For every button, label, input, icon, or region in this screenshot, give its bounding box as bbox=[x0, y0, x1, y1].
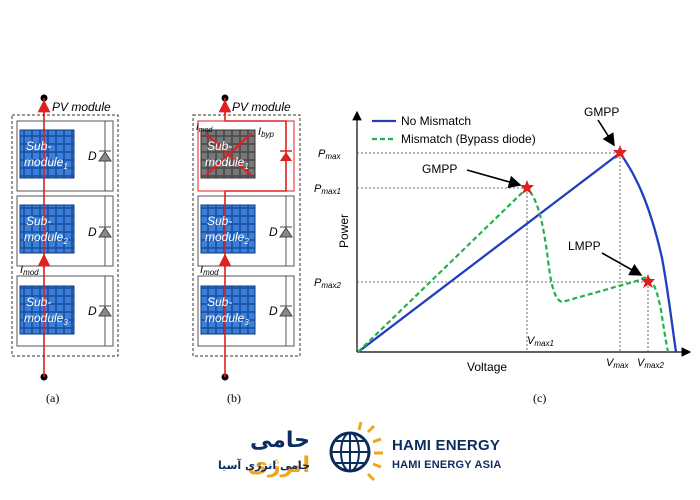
submodule-3-line1: Sub- bbox=[207, 295, 232, 309]
y-tick-pmax2: P bbox=[314, 277, 322, 289]
submodule-2-line1: Sub- bbox=[207, 214, 232, 228]
pv-module-frame bbox=[192, 114, 301, 357]
submodule-3-sub: 3 bbox=[63, 318, 68, 327]
submodule-2-line2: module bbox=[24, 230, 64, 244]
no-mismatch-curve bbox=[357, 151, 678, 353]
submodule-box-2 bbox=[16, 195, 114, 267]
solar-panel-icon bbox=[200, 204, 256, 254]
gmpp-marker bbox=[613, 145, 627, 159]
submodule-3-sub: 3 bbox=[244, 318, 249, 327]
svg-text:Vmax: Vmax bbox=[606, 357, 629, 370]
submodule-2-line1: Sub- bbox=[26, 214, 51, 228]
submodule-2-sub: 2 bbox=[243, 237, 249, 246]
svg-text:module2: module2 bbox=[205, 230, 249, 246]
diode-icon bbox=[279, 196, 293, 266]
submodule-box-2 bbox=[197, 195, 295, 267]
y-tick-pmax: P bbox=[318, 148, 326, 160]
legend-mismatch: Mismatch (Bypass diode) bbox=[401, 132, 536, 146]
bypass-current-sub: byp bbox=[261, 130, 274, 139]
gmpp-marker bbox=[520, 180, 534, 194]
bypass-diode-icon bbox=[280, 150, 292, 161]
x-tick-vmax: V bbox=[606, 357, 615, 369]
caption-c: (c) bbox=[533, 391, 546, 405]
submodule-box-1 bbox=[16, 120, 114, 192]
solar-panel-icon bbox=[19, 129, 75, 179]
svg-text:module2: module2 bbox=[24, 230, 68, 246]
svg-text:module1: module1 bbox=[24, 155, 68, 171]
submodule-box-3 bbox=[16, 275, 114, 347]
submodule-3-line1: Sub- bbox=[26, 295, 51, 309]
submodule-1-sub: 1 bbox=[63, 162, 67, 171]
submodule-box-3 bbox=[197, 275, 295, 347]
diode-icon bbox=[98, 276, 112, 346]
current-sub: mod bbox=[23, 268, 39, 277]
x-axis-label: Voltage bbox=[467, 360, 507, 374]
caption-b: (b) bbox=[227, 391, 241, 405]
diode-label: D bbox=[269, 225, 278, 239]
submodule-1-sub: 1 bbox=[244, 162, 248, 171]
svg-text:Imod: Imod bbox=[200, 264, 219, 277]
submodule-1-line1: Sub- bbox=[207, 139, 232, 153]
current-label: I bbox=[200, 264, 203, 276]
caption-a: (a) bbox=[46, 391, 59, 405]
panel-b: PV module Sub- module1 Sub- module2 Sub-… bbox=[192, 94, 301, 405]
submodule-3-line2: module bbox=[205, 311, 245, 325]
mismatch-curve bbox=[357, 186, 670, 353]
svg-text:Ibyp: Ibyp bbox=[258, 126, 275, 139]
submodule-1-line2: module bbox=[205, 155, 245, 169]
solar-panel-icon bbox=[19, 204, 75, 254]
gmpp-label-blue: GMPP bbox=[584, 105, 619, 119]
guide-lines bbox=[357, 152, 649, 352]
panel-a: PV module Sub- module1 Sub- module2 Sub-… bbox=[11, 94, 119, 405]
x-tick-vmax2: V bbox=[637, 357, 646, 369]
brand-logo bbox=[329, 421, 383, 482]
current-sub: mod bbox=[199, 127, 214, 134]
svg-text:Vmax2: Vmax2 bbox=[637, 357, 664, 370]
y-tick-pmax1: P bbox=[314, 183, 322, 195]
diode-label: D bbox=[88, 149, 97, 163]
current-sub: mod bbox=[203, 268, 219, 277]
submodule-1-line2: module bbox=[24, 155, 64, 169]
solar-panel-icon bbox=[200, 285, 256, 335]
submodule-1-line1: Sub- bbox=[26, 139, 51, 153]
svg-text:Vmax1: Vmax1 bbox=[527, 335, 554, 348]
pv-module-label: PV module bbox=[232, 100, 291, 114]
gmpp-label-green: GMPP bbox=[422, 162, 457, 176]
submodule-2-sub: 2 bbox=[62, 237, 68, 246]
diode-label: D bbox=[269, 304, 278, 318]
submodule-3-line2: module bbox=[24, 311, 64, 325]
diode-label: D bbox=[88, 304, 97, 318]
panel-c: GMPP GMPP LMPP No Mismatch Mismatch (Byp… bbox=[314, 105, 692, 405]
x-tick-vmax1: V bbox=[527, 335, 536, 347]
y-axis-label: Power bbox=[337, 214, 351, 248]
solar-panel-icon bbox=[19, 285, 75, 335]
cross-icon bbox=[204, 132, 253, 177]
legend-no-mismatch: No Mismatch bbox=[401, 114, 471, 128]
bypass-current-label: I bbox=[258, 126, 261, 138]
pv-module-frame bbox=[11, 114, 119, 357]
svg-text:Pmax2: Pmax2 bbox=[314, 277, 341, 290]
svg-text:Imod: Imod bbox=[20, 264, 39, 277]
svg-text:Pmax1: Pmax1 bbox=[314, 183, 341, 196]
current-label: I bbox=[20, 264, 23, 276]
diode-label: D bbox=[88, 225, 97, 239]
diode-icon bbox=[98, 196, 112, 266]
current-label: I bbox=[196, 122, 199, 133]
diode-icon bbox=[279, 276, 293, 346]
sun-rays-icon bbox=[357, 421, 383, 482]
svg-text:module3: module3 bbox=[205, 311, 249, 327]
svg-text:Pmax: Pmax bbox=[318, 148, 341, 161]
lmpp-marker bbox=[641, 274, 655, 288]
svg-text:Imod: Imod bbox=[196, 122, 214, 134]
svg-text:module3: module3 bbox=[24, 311, 68, 327]
svg-text:module1: module1 bbox=[205, 155, 249, 171]
diode-icon bbox=[98, 121, 112, 191]
pv-module-label: PV module bbox=[52, 100, 111, 114]
lmpp-label: LMPP bbox=[568, 239, 601, 253]
submodule-2-line2: module bbox=[205, 230, 245, 244]
